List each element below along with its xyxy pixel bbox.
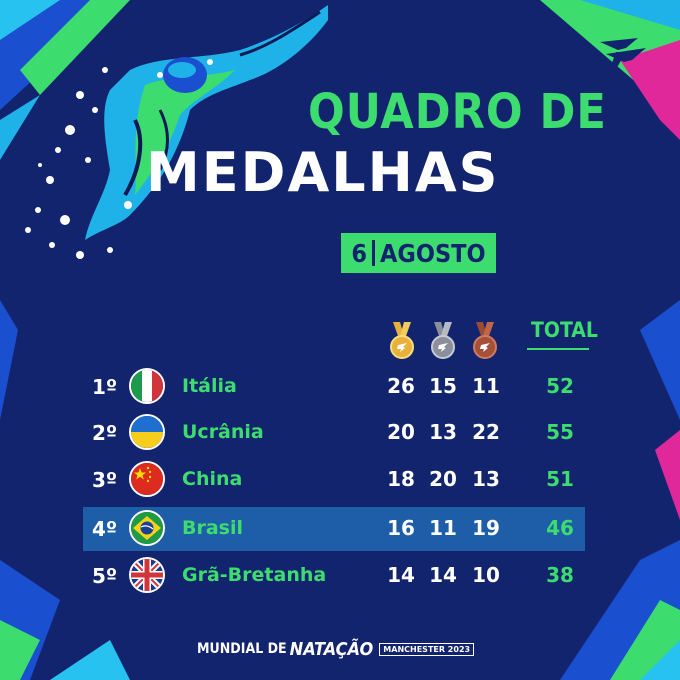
rank: 3º: [92, 468, 118, 492]
bronze-count: 11: [472, 374, 500, 398]
silver-count: 20: [429, 467, 457, 491]
title-line-1: QUADRO DE: [308, 84, 607, 140]
brazil-flag-icon: [129, 510, 165, 546]
event-footer: MUNDIAL DE NATAÇÃO MANCHESTER 2023: [197, 638, 475, 660]
total-count: 38: [546, 563, 574, 587]
total-count: 46: [546, 516, 574, 540]
rank: 5º: [92, 564, 118, 588]
china-flag-icon: [129, 461, 165, 497]
silver-medal-icon: [431, 322, 455, 359]
country-name: Itália: [182, 375, 237, 397]
total-count: 51: [546, 467, 574, 491]
total-count: 55: [546, 420, 574, 444]
footer-location: MANCHESTER 2023: [379, 642, 475, 656]
gold-medal-icon: [390, 322, 414, 359]
uk-flag-icon: [129, 557, 165, 593]
bronze-count: 22: [472, 420, 500, 444]
row-highlight: [83, 507, 585, 551]
table-row: 2º Ucrânia 20 13 22 55: [0, 411, 680, 455]
footer-prefix: MUNDIAL DE: [197, 641, 287, 657]
rank: 1º: [92, 375, 118, 399]
country-name: China: [182, 468, 243, 490]
total-underline: [527, 348, 589, 350]
bronze-count: 13: [472, 467, 500, 491]
country-name: Ucrânia: [182, 421, 264, 443]
footer-event: NATAÇÃO: [289, 638, 374, 660]
gold-count: 16: [387, 516, 415, 540]
bronze-count: 10: [472, 563, 500, 587]
date-month: AGOSTO: [380, 238, 486, 268]
country-name: Brasil: [182, 517, 244, 539]
bronze-medal-icon: [473, 322, 497, 359]
title-line-2: MEDALHAS: [146, 141, 500, 204]
rank: 4º: [92, 517, 118, 541]
brand-logo-icon: [600, 38, 646, 76]
gold-count: 18: [387, 467, 415, 491]
silver-count: 13: [429, 420, 457, 444]
gold-count: 26: [387, 374, 415, 398]
table-row: 3º China 18 20 13 51: [0, 458, 680, 502]
total-header: TOTAL: [531, 318, 598, 342]
date-badge: 6 AGOSTO: [341, 233, 496, 273]
date-separator: [372, 240, 375, 266]
table-row: 1º Itália 26 15 11 52: [0, 365, 680, 409]
swimmer-illustration: [25, 5, 328, 259]
ukraine-flag-icon: [129, 414, 165, 450]
bronze-count: 19: [472, 516, 500, 540]
table-row-highlighted: 4º Brasil 16 11 19 46: [0, 507, 680, 551]
total-count: 52: [546, 374, 574, 398]
italy-flag-icon: [129, 368, 165, 404]
gold-count: 14: [387, 563, 415, 587]
date-day: 6: [351, 238, 367, 268]
country-name: Grã-Bretanha: [182, 564, 327, 586]
rank: 2º: [92, 421, 118, 445]
gold-count: 20: [387, 420, 415, 444]
silver-count: 15: [429, 374, 457, 398]
table-row: 5º Grã-Bretanha 14 14 10 38: [0, 554, 680, 598]
silver-count: 14: [429, 563, 457, 587]
silver-count: 11: [429, 516, 457, 540]
